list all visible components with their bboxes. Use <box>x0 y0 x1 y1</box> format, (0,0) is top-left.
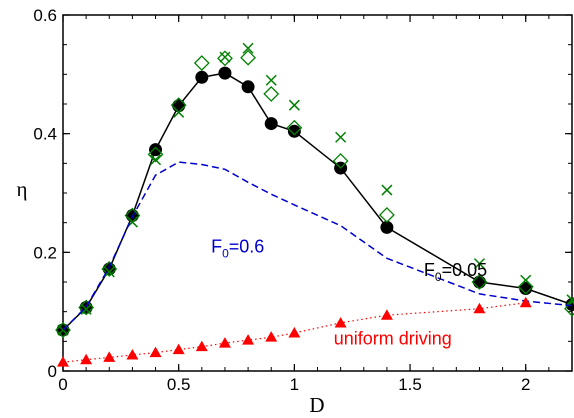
black-circle-point <box>218 66 232 80</box>
black-circle-point <box>380 220 394 234</box>
red-triangle-point <box>473 302 486 314</box>
red-triangle-point <box>149 346 162 358</box>
x-axis-title: D <box>309 393 324 417</box>
y-axis-title: η <box>17 177 28 201</box>
green-diamond-point <box>55 322 71 338</box>
series-line-blue-dashed <box>62 161 573 331</box>
plot-frame <box>62 14 573 372</box>
chart-annotation: F0=0.6 <box>211 236 264 260</box>
red-triangle-point <box>103 351 116 362</box>
red-triangle-point <box>126 348 139 360</box>
black-circle-point <box>519 282 533 296</box>
red-triangle-point <box>519 296 532 308</box>
black-circle-point <box>264 117 278 131</box>
black-circle-point <box>102 262 116 276</box>
green-diamond-point <box>147 146 164 163</box>
green-diamond-point <box>564 300 574 317</box>
y-tick-label: 0.4 <box>33 125 57 144</box>
green-x-point <box>150 154 162 166</box>
green-diamond-point <box>286 119 303 136</box>
red-triangle-point <box>265 331 278 342</box>
green-x-point <box>520 274 532 286</box>
green-x-point <box>242 42 254 54</box>
green-diamond-point <box>193 55 210 71</box>
red-triangle-point <box>195 340 208 352</box>
x-tick-label: 1.5 <box>398 375 422 394</box>
green-diamond-point <box>378 207 395 223</box>
red-triangle-point <box>380 309 393 320</box>
green-diamond-point <box>471 274 488 290</box>
green-x-point <box>288 99 300 111</box>
red-triangle-point <box>334 316 347 328</box>
red-triangle-point <box>218 337 231 348</box>
x-tick-label: 0.5 <box>167 375 191 394</box>
chart-annotation: F0=0.05 <box>424 260 487 284</box>
annotation-layer: F0=0.6 F0=0.05 uniform driving <box>211 236 487 348</box>
x-tick-label: 1 <box>290 375 299 394</box>
series-line-black <box>62 72 573 331</box>
black-circle-point <box>241 80 255 94</box>
green-diamond-point <box>263 85 280 102</box>
green-x-point <box>566 294 574 306</box>
axes-layer: 0 0.5 1 1.5 2 0 0.2 0.4 0.6 <box>33 6 572 394</box>
red-triangle-point <box>80 353 93 365</box>
green-diamond-point <box>240 49 257 66</box>
green-diamond-point <box>332 153 349 169</box>
red-triangle-point <box>57 356 69 367</box>
series-layer <box>55 42 574 367</box>
red-triangle-point <box>288 327 301 338</box>
green-x-point <box>381 184 393 196</box>
black-circle-point <box>287 124 301 138</box>
green-x-point <box>473 258 485 270</box>
black-circle-point <box>195 70 209 84</box>
red-triangle-point <box>172 343 185 355</box>
green-diamond-point <box>217 50 233 67</box>
red-triangle-point <box>242 334 255 345</box>
y-tick-label: 0 <box>48 362 57 381</box>
x-tick-label: 0 <box>58 375 67 394</box>
x-tick-label: 2 <box>521 375 530 394</box>
black-circle-point <box>149 143 163 157</box>
y-tick-label: 0.6 <box>33 6 57 25</box>
chart-annotation: uniform driving <box>334 328 452 348</box>
black-circle-point <box>172 99 186 113</box>
green-x-point <box>265 74 277 86</box>
green-x-point <box>173 106 185 118</box>
green-x-point <box>103 266 115 278</box>
green-x-point <box>219 51 231 63</box>
green-x-point <box>80 303 92 315</box>
green-x-point <box>335 131 347 143</box>
y-tick-label: 0.2 <box>33 243 57 262</box>
